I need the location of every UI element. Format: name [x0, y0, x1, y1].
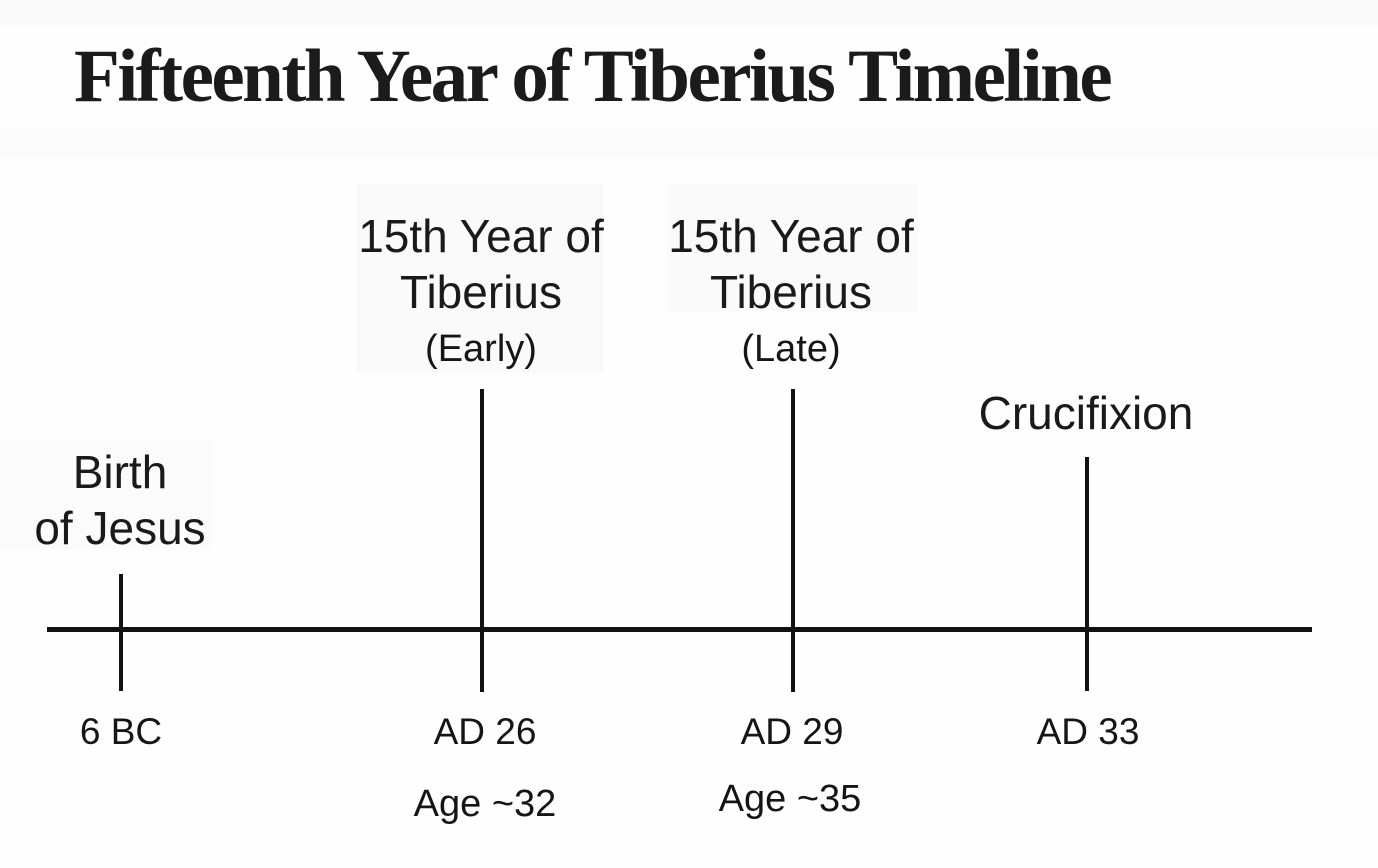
event-year-tiberius-early: AD 26 — [433, 711, 537, 752]
event-label-tiberius-early: 15th Year of Tiberius — [331, 208, 631, 320]
event-year-birth: 6 BC — [79, 711, 163, 752]
timeline-axis — [47, 627, 1312, 632]
event-qualifier-late: (Late) — [741, 328, 841, 370]
event-tick-crucifixion — [1085, 457, 1089, 691]
event-label-birth: Birth of Jesus — [0, 444, 270, 556]
page-title: Fifteenth Year of Tiberius Timeline — [74, 35, 1113, 118]
event-tick-tiberius-late — [791, 389, 795, 692]
event-label-tiberius-late: 15th Year of Tiberius — [641, 208, 941, 320]
event-label-line: 15th Year of — [358, 210, 604, 262]
event-label-line: Tiberius — [400, 266, 562, 318]
scan-tint — [0, 128, 1378, 156]
event-tick-tiberius-early — [480, 389, 484, 692]
event-label-crucifixion: Crucifixion — [936, 385, 1236, 441]
event-tick-birth — [119, 574, 123, 691]
event-age-tiberius-early: Age ~32 — [413, 783, 557, 825]
event-qualifier-early: (Early) — [425, 328, 537, 370]
scan-tint — [0, 0, 1378, 26]
event-label-line: Crucifixion — [978, 387, 1194, 439]
event-label-line: Birth — [72, 446, 168, 498]
event-label-line: Tiberius — [710, 266, 872, 318]
event-year-tiberius-late: AD 29 — [740, 711, 844, 752]
event-age-tiberius-late: Age ~35 — [718, 778, 862, 820]
event-label-line: 15th Year of — [668, 210, 914, 262]
event-label-line: of Jesus — [34, 502, 206, 554]
event-year-crucifixion: AD 33 — [1036, 711, 1140, 752]
